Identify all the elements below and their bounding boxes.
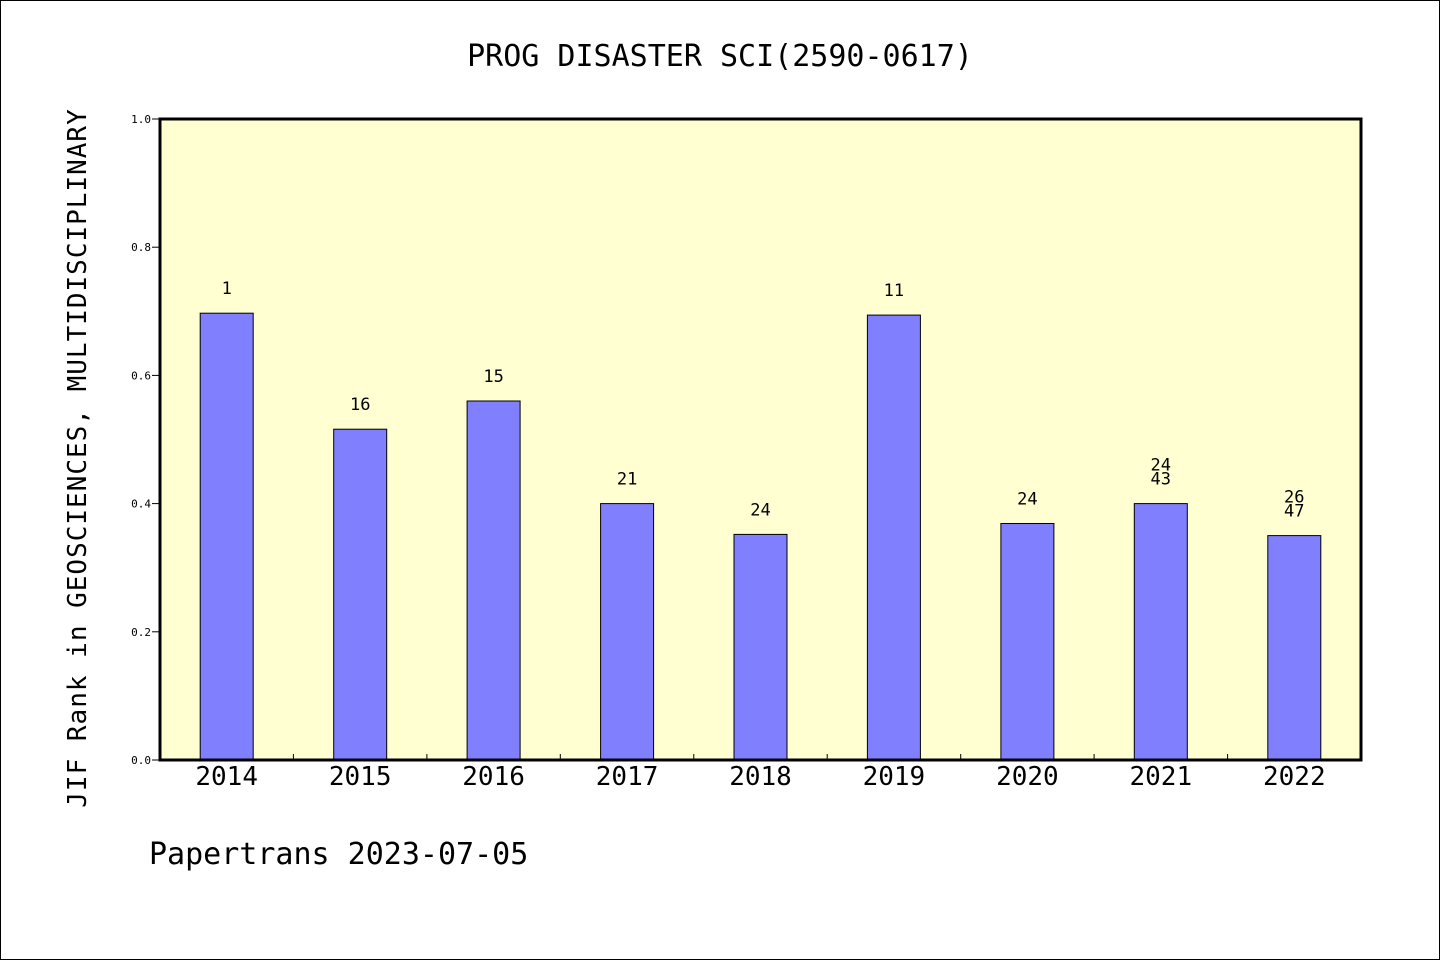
data-label-2018: 24 <box>750 500 770 520</box>
y-tick-label-0.6: 0.6 <box>131 369 151 382</box>
y-tick-label-1.0: 1.0 <box>131 113 151 126</box>
x-tick-label-2022: 2022 <box>1263 762 1326 792</box>
data-label-2020: 24 <box>1017 490 1037 510</box>
y-axis-title: JIF Rank in GEOSCIENCES, MULTIDISCIPLINA… <box>63 108 93 807</box>
data-label-2022-1: 26 <box>1284 488 1304 508</box>
data-label-2019: 11 <box>884 281 904 301</box>
bar-2022 <box>1267 535 1322 761</box>
y-tick-label-0.0: 0.0 <box>131 754 151 767</box>
plot-frame <box>158 117 1363 762</box>
data-label-2021-1: 24 <box>1151 456 1171 476</box>
data-label-2014: 1 <box>222 279 232 299</box>
x-tick-label-2021: 2021 <box>1129 762 1192 792</box>
bar-2018 <box>733 533 788 761</box>
bar-2021 <box>1133 503 1188 761</box>
x-tick-label-2014: 2014 <box>195 762 258 792</box>
data-label-2022-2: 47 <box>1284 502 1304 522</box>
bar-2014 <box>199 312 254 761</box>
x-tick-label-2020: 2020 <box>996 762 1059 792</box>
x-tick-label-2015: 2015 <box>329 762 392 792</box>
x-tick-label-2019: 2019 <box>863 762 926 792</box>
data-label-2017: 21 <box>617 470 637 490</box>
x-tick-label-2018: 2018 <box>729 762 792 792</box>
data-label-2021-2: 43 <box>1151 470 1171 490</box>
data-label-2016: 15 <box>483 367 503 387</box>
footer-credit: Papertrans 2023-07-05 <box>149 837 528 872</box>
y-tick-label-0.8: 0.8 <box>131 241 151 254</box>
y-axis: 0.0 0.2 0.4 0.6 0.8 1.0 <box>131 113 160 767</box>
bar-2015 <box>333 428 388 761</box>
x-tick-label-2017: 2017 <box>596 762 659 792</box>
x-axis: 2014 2015 2016 2017 2018 2019 2020 2021 2022 <box>195 754 1326 792</box>
data-label-2015: 16 <box>350 395 370 415</box>
bar-2019 <box>866 314 921 761</box>
x-tick-label-2016: 2016 <box>462 762 525 792</box>
bar-2020 <box>1000 523 1055 761</box>
chart-title: PROG DISASTER SCI(2590-0617) <box>467 39 973 74</box>
bars-layer <box>199 312 1322 761</box>
bar-2017 <box>600 503 655 761</box>
y-tick-label-0.2: 0.2 <box>131 626 151 639</box>
bar-2016 <box>466 400 521 761</box>
y-tick-label-0.4: 0.4 <box>131 498 151 511</box>
